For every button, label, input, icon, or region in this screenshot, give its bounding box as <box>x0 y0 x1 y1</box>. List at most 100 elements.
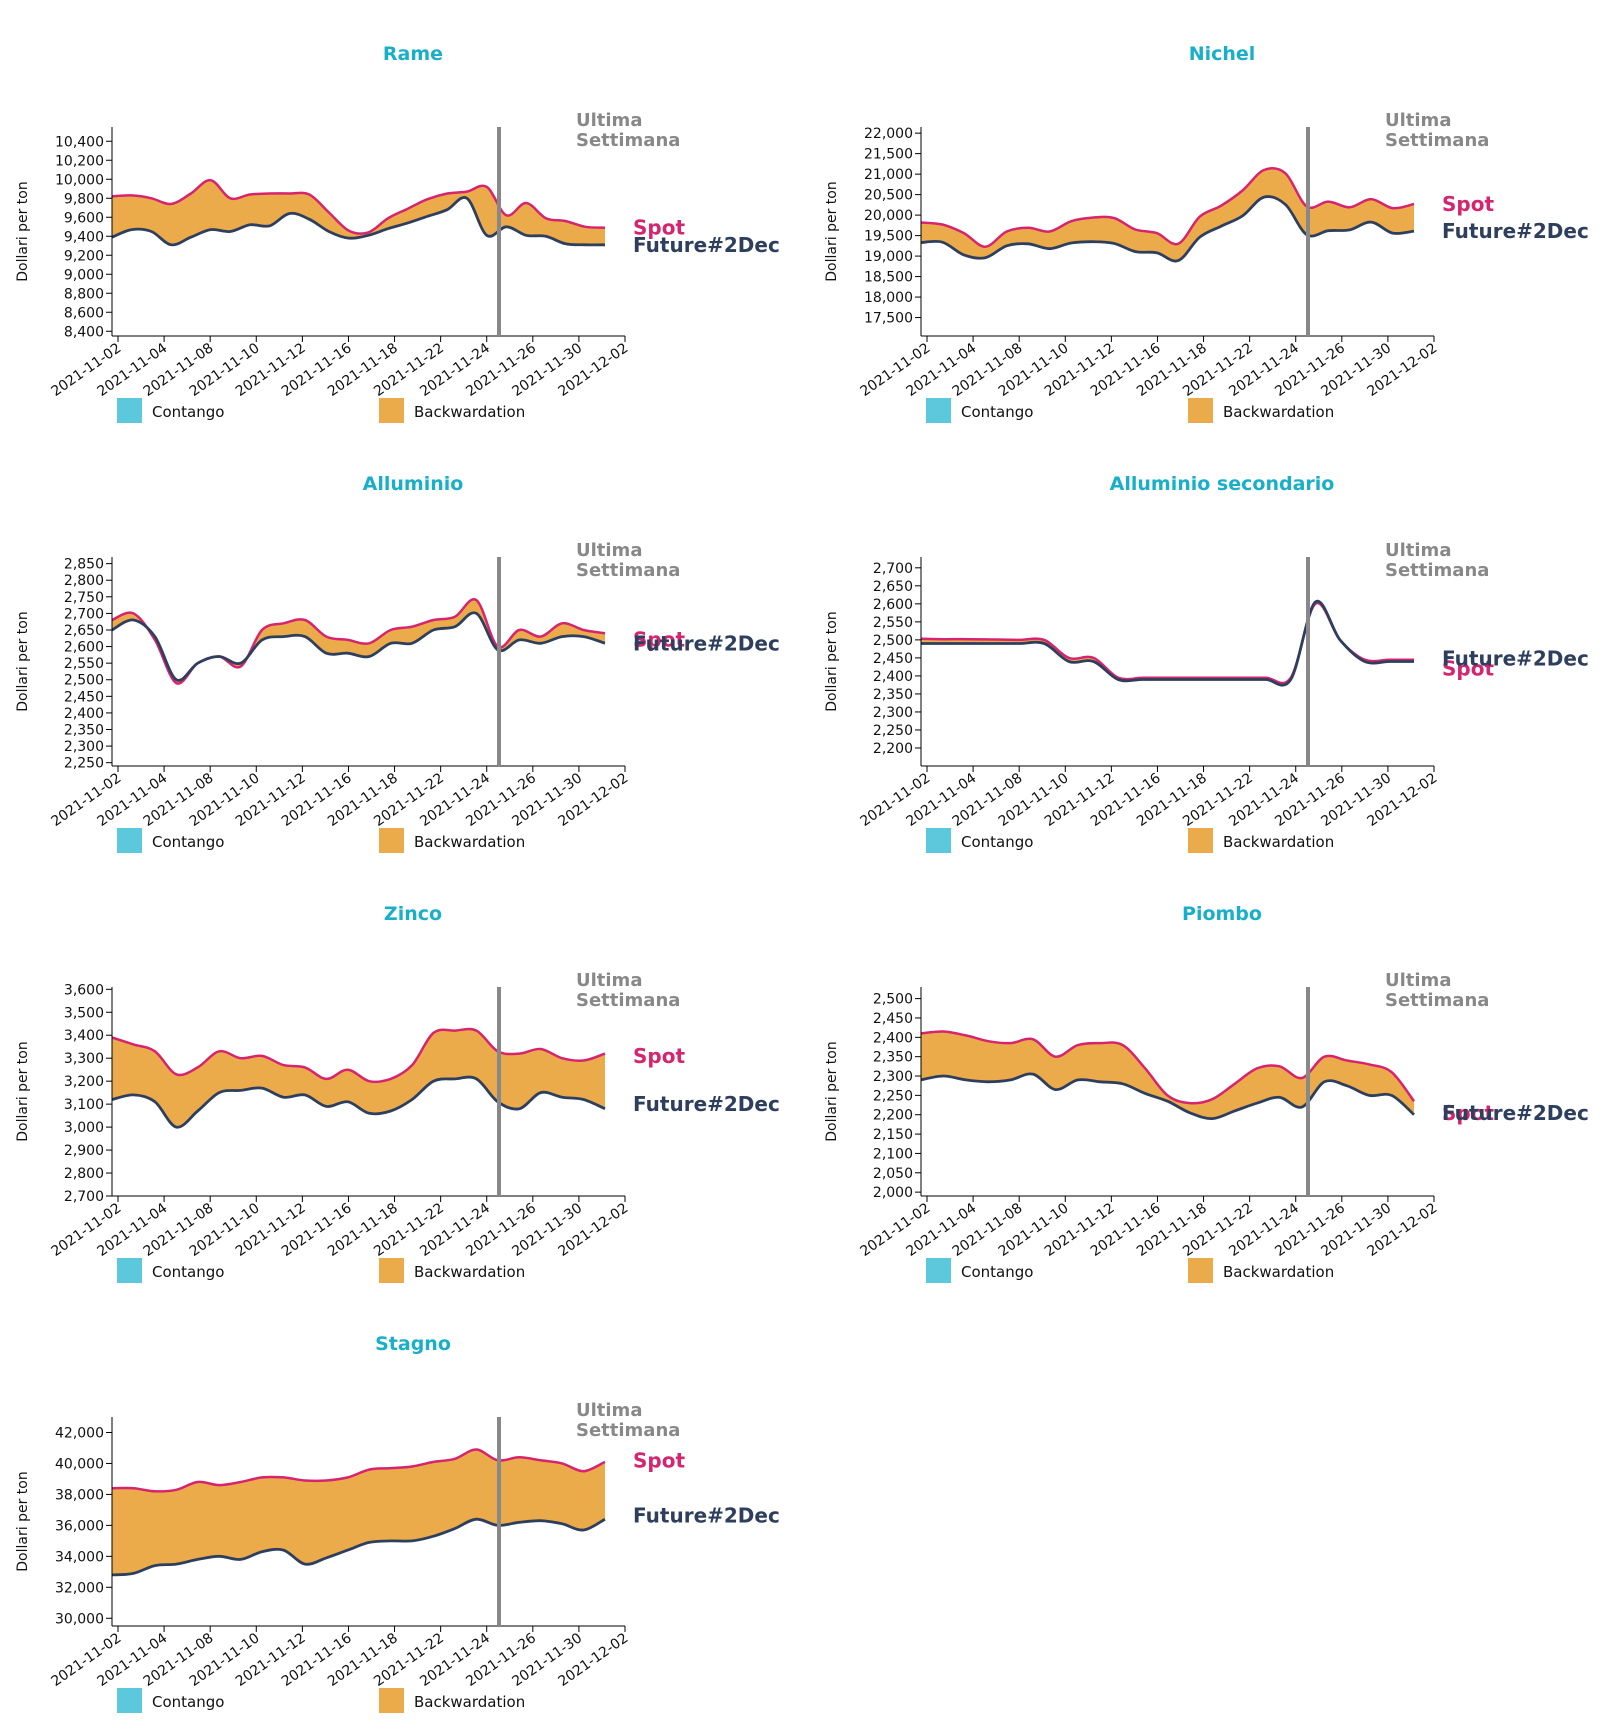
y-tick-label: 3,500 <box>64 1005 104 1021</box>
chart-title: Alluminio <box>363 473 464 495</box>
y-axis-label: Dollari per ton <box>824 1041 840 1141</box>
contango-legend-label: Contango <box>961 1263 1033 1281</box>
y-tick-label: 2,050 <box>873 1166 913 1182</box>
spot-series-label: Spot <box>1442 192 1494 216</box>
y-tick-label: 2,650 <box>873 579 913 595</box>
backwardation-legend-label: Backwardation <box>1223 833 1334 851</box>
y-tick-label: 3,300 <box>64 1051 104 1067</box>
backwardation-legend-label: Backwardation <box>414 1263 525 1281</box>
y-tick-label: 2,550 <box>64 656 104 672</box>
y-tick-label: 2,200 <box>873 741 913 757</box>
y-tick-label: 2,150 <box>873 1127 913 1143</box>
backwardation-legend-swatch <box>379 398 404 423</box>
y-axis-label: Dollari per ton <box>15 611 31 711</box>
last-week-label: Ultima <box>576 970 642 991</box>
chart-svg: Zinco Dollari per ton 2,700 2,800 2,900 3,000… <box>15 903 780 1283</box>
chart-title: Rame <box>383 43 443 65</box>
y-tick-label: 3,600 <box>64 982 104 998</box>
y-tick-label: 2,650 <box>64 623 104 639</box>
y-tick-label: 2,300 <box>873 1069 913 1085</box>
y-tick-label: 8,600 <box>64 305 104 321</box>
y-tick-label: 17,500 <box>864 311 913 327</box>
last-week-label: Ultima <box>576 540 642 561</box>
y-tick-label: 2,450 <box>64 689 104 705</box>
y-tick-label: 3,100 <box>64 1097 104 1113</box>
y-tick-label: 8,800 <box>64 286 104 302</box>
spot-series-label: Spot <box>1442 1101 1494 1125</box>
contango-legend-swatch <box>926 398 951 423</box>
future-line <box>111 1517 606 1577</box>
y-tick-label: 22,000 <box>864 126 913 142</box>
last-week-label: Ultima <box>1385 110 1451 131</box>
y-tick-label: 19,500 <box>864 229 913 245</box>
y-tick-label: 2,850 <box>64 557 104 573</box>
chart-svg: Stagno Dollari per ton 30,000 32,000 34,000 3… <box>15 1333 780 1713</box>
y-tick-label: 20,500 <box>864 188 913 204</box>
backwardation-legend-swatch <box>379 1258 404 1283</box>
y-tick-label: 9,000 <box>64 267 104 283</box>
y-tick-label: 2,300 <box>873 705 913 721</box>
last-week-label: Settimana <box>576 560 680 581</box>
backwardation-legend-swatch <box>379 828 404 853</box>
y-tick-label: 40,000 <box>55 1456 104 1472</box>
chart-title: Zinco <box>384 903 442 925</box>
y-tick-label: 9,400 <box>64 229 104 245</box>
future-line <box>111 196 606 247</box>
last-week-label: Ultima <box>576 1400 642 1421</box>
y-tick-label: 10,400 <box>55 134 104 150</box>
y-tick-label: 2,300 <box>64 739 104 755</box>
y-tick-label: 2,000 <box>873 1185 913 1201</box>
backwardation-area <box>112 1029 605 1128</box>
y-tick-label: 2,350 <box>873 1050 913 1066</box>
y-tick-label: 2,400 <box>873 1030 913 1046</box>
y-tick-label: 2,550 <box>873 615 913 631</box>
backwardation-area <box>112 1449 605 1575</box>
contango-legend-label: Contango <box>961 403 1033 421</box>
backwardation-legend-label: Backwardation <box>414 1693 525 1711</box>
y-tick-label: 2,700 <box>873 561 913 577</box>
spot-series-label: Spot <box>633 1448 685 1472</box>
last-week-label: Settimana <box>576 130 680 151</box>
y-tick-label: 38,000 <box>55 1487 104 1503</box>
chart-title: Stagno <box>375 1333 451 1355</box>
contango-legend-label: Contango <box>152 1693 224 1711</box>
y-tick-label: 2,800 <box>64 573 104 589</box>
backwardation-legend-swatch <box>1188 828 1213 853</box>
chart-panel-alluminio: Alluminio Dollari per ton 2,250 2,300 2,350 2… <box>0 430 809 860</box>
y-tick-label: 2,250 <box>64 756 104 772</box>
backwardation-legend-swatch <box>379 1688 404 1713</box>
contango-legend-swatch <box>926 1258 951 1283</box>
y-tick-label: 18,000 <box>864 290 913 306</box>
spot-line <box>111 178 606 235</box>
backwardation-legend-label: Backwardation <box>1223 1263 1334 1281</box>
future-series-label: Future#2Dec <box>633 631 780 655</box>
y-axis-label: Dollari per ton <box>15 181 31 281</box>
contango-legend-label: Contango <box>152 833 224 851</box>
spot-series-label: Spot <box>633 1044 685 1068</box>
backwardation-legend-swatch <box>1188 398 1213 423</box>
y-tick-label: 2,500 <box>64 673 104 689</box>
y-axis-label: Dollari per ton <box>15 1471 31 1571</box>
future-series-label: Future#2Dec <box>1442 219 1589 243</box>
spot-line <box>111 1027 606 1084</box>
y-tick-label: 19,000 <box>864 249 913 265</box>
y-tick-label: 3,200 <box>64 1074 104 1090</box>
last-week-label: Settimana <box>576 990 680 1011</box>
spot-series-label: Spot <box>633 216 685 240</box>
future-line <box>920 195 1415 263</box>
y-tick-label: 36,000 <box>55 1518 104 1534</box>
future-line <box>111 1075 606 1129</box>
y-tick-label: 18,500 <box>864 270 913 286</box>
y-tick-label: 9,600 <box>64 210 104 226</box>
last-week-label: Settimana <box>1385 560 1489 581</box>
chart-panel-alluminio-secondario: Alluminio secondario Dollari per ton 2,200… <box>809 430 1618 860</box>
backwardation-legend-swatch <box>1188 1258 1213 1283</box>
y-tick-label: 9,800 <box>64 191 104 207</box>
y-tick-label: 2,400 <box>64 706 104 722</box>
chart-panel-rame: Rame Dollari per ton 8,400 8,600 8,800 9,000 9… <box>0 0 809 430</box>
contango-legend-swatch <box>117 1258 142 1283</box>
y-tick-label: 34,000 <box>55 1549 104 1565</box>
y-tick-label: 2,900 <box>64 1143 104 1159</box>
backwardation-legend-label: Backwardation <box>1223 403 1334 421</box>
